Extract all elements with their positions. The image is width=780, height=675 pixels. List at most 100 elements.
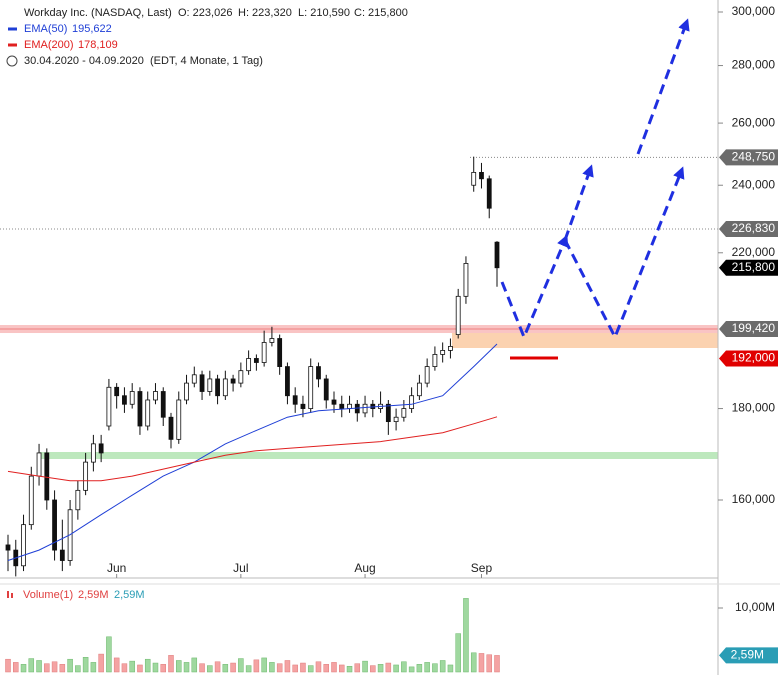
y-tick-label: 260,000 <box>732 115 776 129</box>
candle-body <box>455 295 461 335</box>
legend-label: EMA(50) <box>24 23 67 35</box>
volume-bar <box>245 665 252 673</box>
volume-bar <box>160 664 166 673</box>
volume-bar <box>113 657 120 673</box>
candle-body <box>323 378 329 401</box>
y-tick-label: 240,000 <box>732 177 776 191</box>
volume-bar <box>346 665 353 673</box>
candle-body <box>153 391 158 401</box>
volume-bar <box>439 660 446 673</box>
ohlc: C: 215,800 <box>354 7 408 19</box>
legend-value: 178,109 <box>78 39 118 51</box>
support-zone <box>40 452 718 459</box>
candle-body <box>471 171 477 186</box>
candle-body <box>416 382 422 397</box>
candle-body <box>424 366 430 384</box>
candle-body <box>339 403 345 409</box>
candle-body <box>160 391 166 418</box>
candle-body <box>261 342 267 363</box>
volume-bar <box>137 664 143 673</box>
candle-body <box>440 350 446 355</box>
y-tick-label: 180,000 <box>732 401 776 415</box>
volume-bar <box>36 660 42 673</box>
candle-body <box>122 395 127 405</box>
candle-body <box>246 358 252 372</box>
candle-body <box>300 403 306 409</box>
candle-body <box>5 544 11 551</box>
level-tag <box>719 221 778 238</box>
candle-body <box>292 395 298 405</box>
candle-body <box>215 378 220 397</box>
volume-bar <box>377 664 384 673</box>
candle-body <box>230 378 236 384</box>
legend-label: EMA(200) <box>24 39 74 51</box>
volume-bar <box>269 662 275 673</box>
candle-body <box>21 524 26 567</box>
arrow <box>563 164 594 241</box>
candle-body <box>285 366 290 397</box>
level-label: 248,750 <box>732 150 776 164</box>
volume-bar <box>284 660 291 673</box>
volume-bar <box>385 662 392 673</box>
volume-value: 2,59M <box>114 589 145 601</box>
x-tick-label: Jul <box>233 561 248 575</box>
candle-body <box>277 338 283 367</box>
volume-bar <box>75 665 81 673</box>
level-label: 192,000 <box>732 351 776 365</box>
volume-bar <box>447 664 454 673</box>
volume-bar <box>432 663 438 673</box>
candle-body <box>90 443 96 463</box>
title: Workday Inc. (NASDAQ, Last) <box>24 7 172 19</box>
level-label: 226,830 <box>732 221 776 235</box>
volume-bar <box>331 662 337 673</box>
candle-body <box>432 354 438 367</box>
volume-bar <box>494 655 500 673</box>
volume-bar <box>51 661 58 673</box>
arrow <box>563 166 685 341</box>
candle-body <box>448 346 453 351</box>
volume-tag <box>719 647 778 664</box>
header: Workday Inc. (NASDAQ, Last) O: 223,026 H… <box>6 7 408 601</box>
volume-bar <box>98 653 104 673</box>
level-tag <box>719 259 778 276</box>
candle-body <box>59 549 65 561</box>
volume-label: Volume(1) <box>23 589 73 601</box>
candle-body <box>385 403 391 423</box>
candle-body <box>308 366 314 409</box>
x-tick-label: Jun <box>107 561 126 575</box>
volume-bar <box>191 657 198 673</box>
volume-bar <box>323 664 329 673</box>
y-tick-label: 160,000 <box>732 492 776 506</box>
volume-bar <box>470 652 477 673</box>
candle-body <box>486 178 492 209</box>
clock-icon <box>6 55 18 67</box>
y-tick-label: 220,000 <box>732 245 776 259</box>
volume-bar <box>90 662 97 673</box>
volume-bar <box>393 664 399 673</box>
volume-value: 2,59M <box>78 589 109 601</box>
candle-body <box>75 489 81 511</box>
range-note: (EDT, 4 Monate, 1 Tag) <box>150 55 263 67</box>
volume-bar <box>362 660 368 673</box>
candle-body <box>168 416 174 440</box>
volume-bar <box>315 661 322 673</box>
candle-body <box>316 366 321 380</box>
date-range: 30.04.2020 - 04.09.2020 <box>24 55 144 67</box>
volume-bar <box>121 663 128 673</box>
volume-bar <box>478 653 485 673</box>
candle-body <box>269 338 275 343</box>
candle-body <box>409 395 415 409</box>
candle-body <box>114 386 120 397</box>
volume-bar <box>339 664 345 673</box>
volume-bar <box>13 662 19 673</box>
candle-body <box>28 475 34 526</box>
volume-bar <box>67 658 73 673</box>
candle-body <box>347 403 352 409</box>
volume-bar <box>176 660 182 673</box>
candle-body <box>253 358 259 363</box>
ohlc: H: 223,320 <box>238 7 292 19</box>
candle-body <box>393 416 399 423</box>
candle-body <box>184 382 189 401</box>
volume-bar <box>230 662 236 673</box>
candle-body <box>44 452 50 501</box>
